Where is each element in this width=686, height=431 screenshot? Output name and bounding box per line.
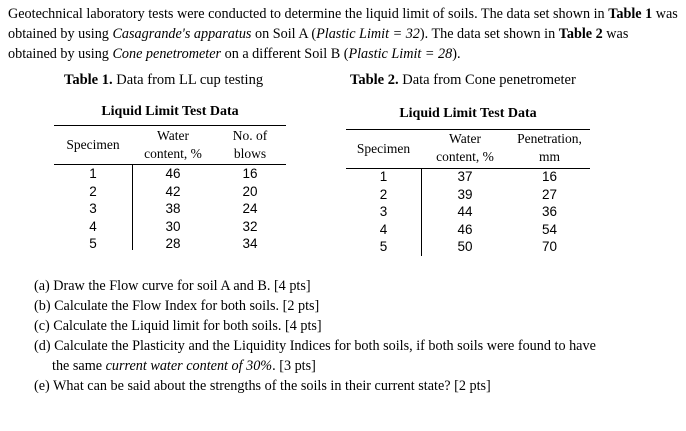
table2-caption: Table 2. Data from Cone penetrometer xyxy=(350,72,576,89)
question-d-line1: (d) Calculate the Plasticity and the Liq… xyxy=(34,338,596,354)
apparatus-casagrande: Casagrande's apparatus xyxy=(112,26,252,42)
table1-cell-blows: 32 xyxy=(242,218,258,234)
question-d-line2: the same current water content of 30%. [… xyxy=(34,356,674,376)
plastic-limit-b: Plastic Limit = 28 xyxy=(348,46,453,62)
table2-cell-specimen: 2 xyxy=(379,186,388,202)
intro-text-5: was obtained by using xyxy=(8,26,629,62)
table2-cell-specimen: 5 xyxy=(379,239,388,254)
intro-text-6: on a different Soil B ( xyxy=(221,46,349,62)
plastic-limit-a: Plastic Limit = 32 xyxy=(316,26,420,42)
table2-cell-pen: 36 xyxy=(541,204,558,219)
table1-cell-specimen: 5 xyxy=(89,236,97,251)
table2-cell-specimen: 4 xyxy=(379,221,388,237)
table1-cell-water: 38 xyxy=(165,201,181,216)
table2-cell-water: 37 xyxy=(457,169,473,184)
table2-header-rule xyxy=(346,168,590,169)
table2-header-pen-2: mm xyxy=(538,149,560,164)
table2-caption-label: Table 2. xyxy=(350,72,399,88)
table2-cell-pen: 70 xyxy=(541,239,558,254)
table1-caption-text: Data from LL cup testing xyxy=(112,72,264,88)
table2-header-water-2: content, % xyxy=(436,149,494,164)
question-list: (a) Draw the Flow curve for soil A and B… xyxy=(34,276,674,396)
table1-cell-blows: 24 xyxy=(242,201,258,216)
table2-cell-water: 46 xyxy=(457,221,473,237)
table1-cell-blows: 16 xyxy=(242,166,258,181)
table2-header-pen-1: Penetration, xyxy=(517,131,582,146)
table2-cell-specimen: 1 xyxy=(379,169,388,184)
table2-reference: Table 2 xyxy=(558,26,603,42)
table1-col-divider xyxy=(132,164,133,250)
table1-caption-label: Table 1. xyxy=(64,72,113,88)
table1-header-water-1: Water xyxy=(157,128,189,143)
table1-cell-blows: 20 xyxy=(242,183,258,199)
table2-header-water-1: Water xyxy=(449,131,481,146)
table1-header-blows-2: blows xyxy=(233,146,267,161)
table2-cell-specimen: 3 xyxy=(379,204,388,219)
question-a: (a) Draw the Flow curve for soil A and B… xyxy=(34,278,311,294)
table1-cell-water: 42 xyxy=(165,183,181,199)
question-d-italic: current water content of 30% xyxy=(105,358,273,374)
intro-text-3: on Soil A ( xyxy=(251,26,317,42)
table2-header-specimen: Specimen xyxy=(356,141,411,156)
apparatus-cone: Cone penetrometer xyxy=(112,46,222,62)
table1-cell-specimen: 1 xyxy=(89,166,97,181)
table2-title: Liquid Limit Test Data xyxy=(399,106,537,121)
table2-cell-water: 50 xyxy=(457,239,473,254)
table1-top-rule xyxy=(54,125,286,126)
table1-cell-water: 46 xyxy=(165,166,181,181)
table1-cell-specimen: 2 xyxy=(89,183,97,199)
table2-cell-pen: 54 xyxy=(541,221,558,237)
table2-cell-water: 44 xyxy=(457,204,473,219)
table2-top-rule xyxy=(346,129,590,130)
table2-col-divider xyxy=(421,168,422,256)
intro-text-4: ). The data set shown in xyxy=(419,26,559,42)
intro-text-7: ). xyxy=(452,46,461,62)
table1-reference: Table 1 xyxy=(608,6,653,22)
problem-intro: Geotechnical laboratory tests were condu… xyxy=(8,4,678,64)
table1-header-rule xyxy=(54,164,286,165)
table2-cell-pen: 16 xyxy=(541,169,558,184)
table1-cell-water: 28 xyxy=(165,236,181,251)
question-c: (c) Calculate the Liquid limit for both … xyxy=(34,318,322,334)
question-b: (b) Calculate the Flow Index for both so… xyxy=(34,298,320,314)
table2-cell-pen: 27 xyxy=(541,186,558,202)
table1-title: Liquid Limit Test Data xyxy=(101,104,239,119)
table1-header-blows-1: No. of xyxy=(232,128,268,143)
table2-caption-text: Data from Cone penetrometer xyxy=(398,72,576,88)
table1-header-specimen: Specimen xyxy=(66,137,120,152)
table1-cell-water: 30 xyxy=(165,218,181,234)
table1-caption: Table 1. Data from LL cup testing xyxy=(64,72,263,89)
table1-header-water-2: content, % xyxy=(144,146,202,161)
question-d-text-pre: the same xyxy=(52,358,106,374)
question-d-text-post: . [3 pts] xyxy=(272,358,316,374)
table1-cell-specimen: 3 xyxy=(89,201,97,216)
table1-cell-specimen: 4 xyxy=(89,218,97,234)
question-d: (d) Calculate the Plasticity and the Liq… xyxy=(34,336,674,376)
question-e: (e) What can be said about the strengths… xyxy=(34,378,491,394)
intro-text-2: was obtained by using xyxy=(8,6,678,42)
table2-cell-water: 39 xyxy=(457,186,473,202)
intro-text-1: Geotechnical laboratory tests were condu… xyxy=(8,6,609,22)
table1-cell-blows: 34 xyxy=(242,236,258,251)
